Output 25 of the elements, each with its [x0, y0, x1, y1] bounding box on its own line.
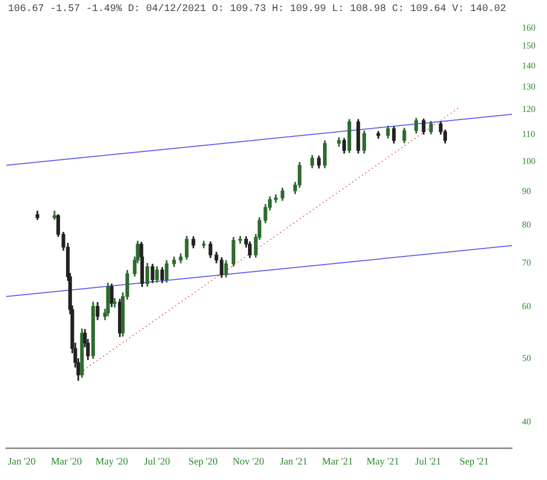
y-tick-label: 160 — [522, 22, 536, 32]
y-tick-label: 50 — [522, 352, 532, 363]
x-tick-label: Jul '21 — [415, 456, 442, 468]
y-tick-label: 110 — [522, 128, 536, 139]
x-tick-label: Mar '21 — [322, 456, 353, 468]
x-tick-label: Jul '20 — [144, 456, 170, 468]
x-tick-label: Mar '20 — [50, 456, 82, 468]
y-tick-label: 120 — [522, 104, 536, 114]
x-tick-label: Jan '21 — [280, 456, 308, 468]
y-tick-label: 80 — [522, 219, 532, 230]
y-tick-label: 130 — [522, 81, 536, 92]
x-tick-label: Jan '20 — [8, 456, 36, 468]
x-tick-label: Sep '21 — [459, 456, 489, 468]
y-tick-label: 60 — [522, 301, 532, 312]
y-tick-label: 90 — [522, 186, 532, 196]
y-tick-label: 100 — [522, 156, 536, 166]
x-tick-label: May '21 — [366, 456, 400, 468]
y-tick-label: 150 — [522, 40, 536, 51]
y-tick-label: 40 — [522, 416, 532, 426]
y-tick-label: 140 — [522, 60, 536, 70]
x-tick-label: May '20 — [95, 456, 128, 468]
chart-subtitle: 106.67 -1.57 -1.49% D: 04/12/2021 O: 109.73 H: 109.99 L: 108.98 C: 109.64 V: 140.02 — [8, 4, 506, 15]
x-tick-label: Nov '20 — [232, 456, 264, 468]
y-tick-label: 70 — [522, 257, 532, 268]
x-tick-label: Sep '20 — [188, 456, 218, 468]
